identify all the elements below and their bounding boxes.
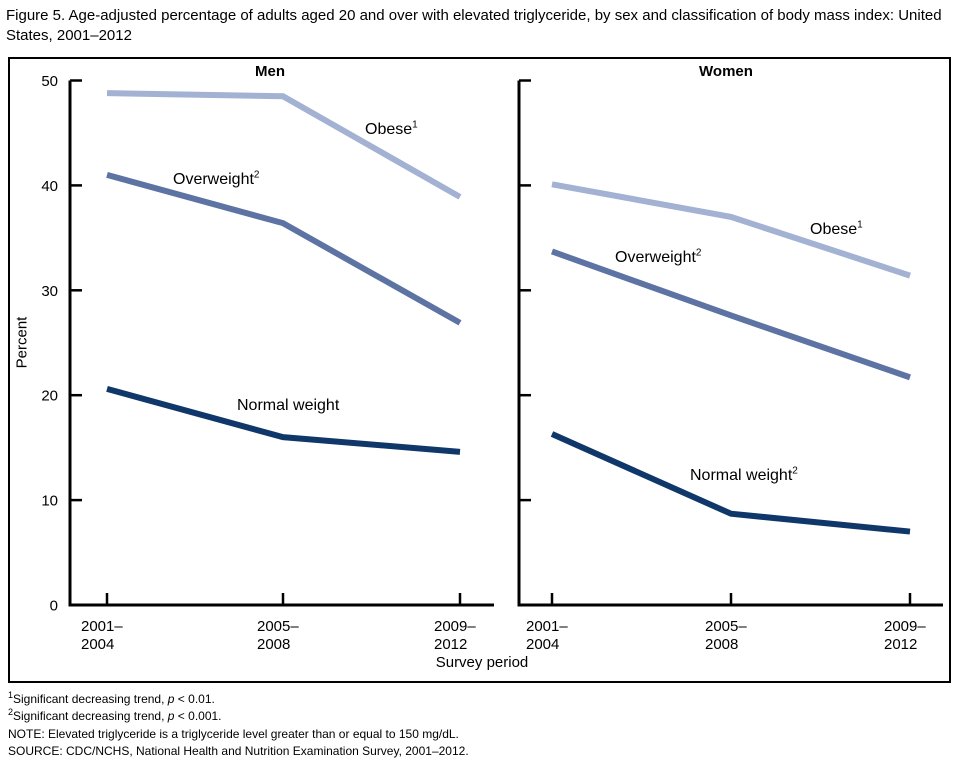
footnote-marker: 2 [792,465,798,477]
x-tick-label: 2005– 2008 [257,618,299,653]
panel-title-men: Men [255,63,285,80]
series-label-women-normal-weight: Normal weight2 [690,465,798,485]
footnote-italic-p: p [167,709,175,724]
footnote-marker: 1 [412,119,418,131]
footnote-text: Significant decreasing trend, [13,692,168,706]
series-label-text: Obese [365,121,413,138]
series-label-men-normal-weight: Normal weight [237,397,339,415]
series-label-text: Overweight [615,249,696,266]
series-label-text: Overweight [173,171,254,188]
x-tick-label: 2009– 2012 [434,618,476,653]
footnote-2: 2Significant decreasing trend, p < 0.001… [8,708,469,725]
line-overweight [550,248,911,381]
line-obese [106,90,462,200]
footnotes: 1Significant decreasing trend, p < 0.01.… [8,691,469,760]
x-tick-label: 2001– 2004 [526,618,568,653]
series-label-text: Normal weight [237,397,340,414]
figure-title: Figure 5. Age-adjusted percentage of adu… [6,7,942,44]
series-label-men-obese: Obese1 [365,119,418,139]
y-tick-label: 10 [41,493,58,510]
footnote-text: Significant decreasing trend, [13,709,168,724]
x-tick-label: 2005– 2008 [705,618,747,653]
footnote-marker: 2 [8,707,14,718]
line-normal-weight [106,386,461,455]
panel-title-women: Women [699,63,753,80]
chart-box: 0 10 20 30 40 50 2001– 2004 2005– 2008 2009– 2012 20… [8,57,951,683]
series-label-text: Obese [810,221,858,238]
footnote-marker: 1 [8,690,14,700]
y-tick-label: 50 [41,73,58,90]
y-tick-label: 20 [41,388,58,405]
footnote-marker: 1 [857,219,863,231]
x-axis-label: Survey period [435,654,529,671]
y-tick-label: 0 [50,598,58,615]
series-label-text: Normal weight [690,467,793,484]
panel-women: 2001– 2004 2005– 2008 2009– 2012 [517,79,943,653]
footnote-marker: 2 [253,169,260,181]
panel-men: 0 10 20 30 40 50 2001– 2004 2005– 2008 2009– 2012 [41,73,494,653]
line-obese [551,181,911,279]
axis-spine [517,80,943,607]
y-tick-label: 30 [41,283,58,300]
series-label-men-overweight: Overweight2 [173,169,260,189]
footnote-note: NOTE: Elevated triglyceride is a triglyc… [8,726,459,741]
footnote-marker: 2 [695,247,702,259]
footnote-text: < 0.01. [174,692,215,706]
line-overweight [106,172,462,326]
x-tick-label: 2001– 2004 [81,618,123,653]
footnote-text: < 0.001. [174,709,222,724]
footnote-source: SOURCE: CDC/NCHS, National Health and Nu… [8,743,469,758]
series-label-women-overweight: Overweight2 [615,247,702,267]
footnote-italic-p: p [167,692,175,706]
y-tick-label: 40 [41,178,58,195]
axis-spine [68,80,494,607]
y-axis-label: Percent [13,316,31,369]
footnote-1: 1Significant decreasing trend, p < 0.01. [8,691,469,708]
x-tick-label: 2009– 2012 [884,618,926,653]
series-label-women-obese: Obese1 [810,219,863,239]
line-normal-weight [550,431,911,535]
